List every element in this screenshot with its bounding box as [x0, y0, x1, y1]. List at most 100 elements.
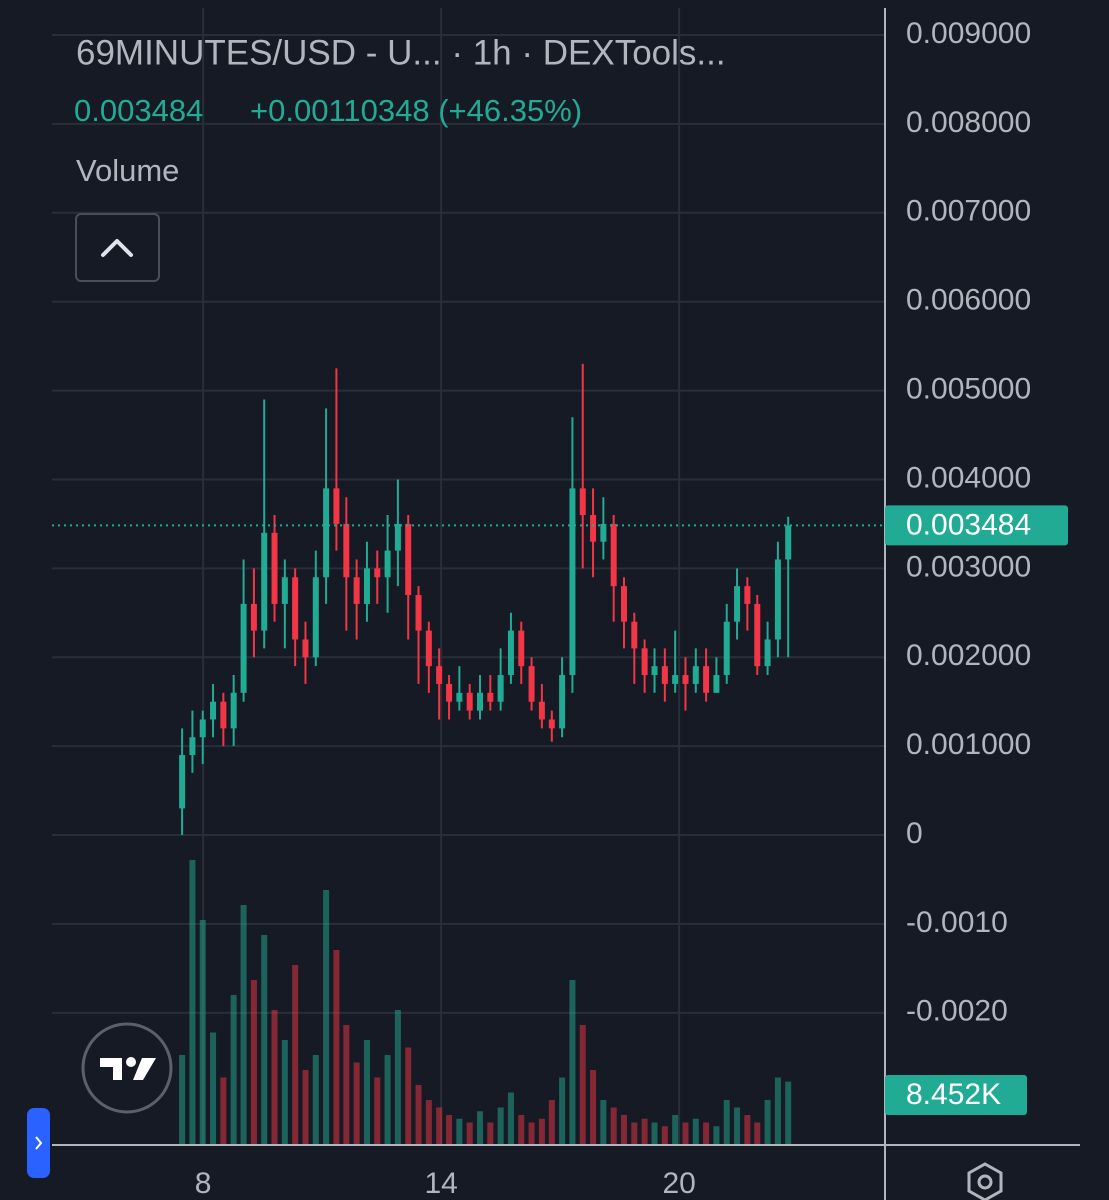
volume-bar [353, 1062, 360, 1145]
volume-bar [250, 980, 257, 1145]
candle-body [302, 639, 309, 658]
volume-bar [343, 1025, 350, 1145]
volume-bar [579, 1025, 586, 1145]
candle-body [312, 577, 319, 658]
volume-bar [651, 1122, 658, 1145]
y-tick-label: 0.001000 [906, 728, 1031, 761]
y-tick-label: 0.005000 [906, 373, 1031, 406]
volume-bar [528, 1122, 535, 1145]
volume-bar [754, 1122, 761, 1145]
side-tab-arrow [35, 1136, 43, 1150]
y-tick-label: 0.004000 [906, 461, 1031, 494]
candle-body [384, 550, 391, 578]
candle-body [672, 675, 679, 684]
collapse-button-box[interactable] [75, 213, 160, 282]
candle-body [374, 568, 381, 578]
volume-bar [487, 1122, 494, 1145]
volume-bar [661, 1126, 668, 1145]
volume-bar [774, 1077, 781, 1145]
y-tick-label: 0.009000 [906, 17, 1031, 50]
volume-bar [220, 1077, 227, 1145]
volume-bar [210, 1032, 217, 1145]
candle-body [641, 648, 648, 676]
candle-body [210, 701, 217, 720]
candle-body [199, 719, 206, 738]
candle-body [487, 692, 494, 702]
candle-body [425, 630, 432, 667]
candle-body [333, 488, 340, 524]
volume-bar [507, 1092, 514, 1145]
volume-bar [281, 1040, 288, 1145]
candle-body [405, 523, 412, 596]
candle-body [610, 523, 617, 587]
x-tick-label: 20 [662, 1167, 695, 1200]
candle-body [744, 586, 751, 604]
candle-body [651, 666, 658, 676]
candle-body [528, 666, 535, 702]
y-tick-label: -0.0010 [906, 906, 1008, 939]
candle-body [559, 675, 566, 729]
candle-body [548, 719, 555, 729]
candle-body [271, 532, 278, 604]
volume-bar [271, 1010, 278, 1145]
logo-mark [100, 1058, 122, 1080]
side-tab[interactable] [27, 1108, 50, 1178]
candle-body [353, 577, 360, 604]
labels: 0.009000 0.008000 0.007000 0.006000 0.005000… [195, 17, 1068, 1200]
volume-bar [374, 1077, 381, 1145]
volume-bar [600, 1100, 607, 1145]
tradingview-logo[interactable] [81, 1022, 173, 1114]
y-tick-label: 0.008000 [906, 106, 1031, 139]
last-price-header: 0.003484 [74, 93, 203, 128]
collapse-button[interactable] [75, 213, 160, 282]
candle-body [754, 603, 761, 667]
volume-bar [744, 1115, 751, 1145]
last-price-badge [885, 505, 1068, 546]
candle-body [343, 523, 350, 578]
candle-body [281, 577, 288, 604]
candle-body [723, 621, 730, 676]
volume-bar [672, 1115, 679, 1145]
volume-bar [548, 1100, 555, 1145]
volume-bar [692, 1118, 699, 1145]
candle-body [538, 701, 545, 720]
candle-body [692, 666, 699, 684]
candle-body [230, 692, 237, 729]
chart-title: 69MINUTES/USD - U... · 1h · DEXTools... [76, 33, 726, 72]
candle-body [682, 675, 689, 684]
candle-body [703, 666, 710, 693]
volume-bar [240, 905, 247, 1145]
candle-body [292, 577, 299, 640]
volume-bar [734, 1107, 741, 1145]
volume-bar [230, 995, 237, 1145]
candle-body [631, 621, 638, 649]
volume-bar [384, 1055, 391, 1145]
y-tick-label: 0 [906, 817, 923, 850]
candle-body [179, 755, 186, 809]
volume-bar [436, 1107, 443, 1145]
candle-body [220, 701, 227, 729]
y-tick-label: 0.007000 [906, 195, 1031, 228]
volume-bar [713, 1126, 720, 1145]
plot-area [52, 363, 885, 1145]
x-tick-label: 14 [424, 1167, 457, 1200]
candle-body [436, 666, 443, 684]
side-panel-tab[interactable] [27, 1108, 50, 1178]
volume-bar [631, 1122, 638, 1145]
volume-bar [446, 1115, 453, 1145]
volume-bar [261, 935, 268, 1145]
volume-bar [518, 1115, 525, 1145]
volume-bar [456, 1118, 463, 1145]
volume-bar [179, 1055, 186, 1145]
candle-body [507, 630, 514, 676]
volume-bar [682, 1122, 689, 1145]
axes [52, 8, 1080, 1200]
candle-body [785, 525, 792, 560]
logo-circle[interactable] [81, 1022, 173, 1114]
settings-hexagon[interactable] [967, 1162, 1003, 1200]
volume-badge [885, 1075, 1027, 1115]
volume-bar [785, 1081, 792, 1145]
volume-bar [323, 890, 330, 1145]
settings-button[interactable] [967, 1162, 1003, 1200]
